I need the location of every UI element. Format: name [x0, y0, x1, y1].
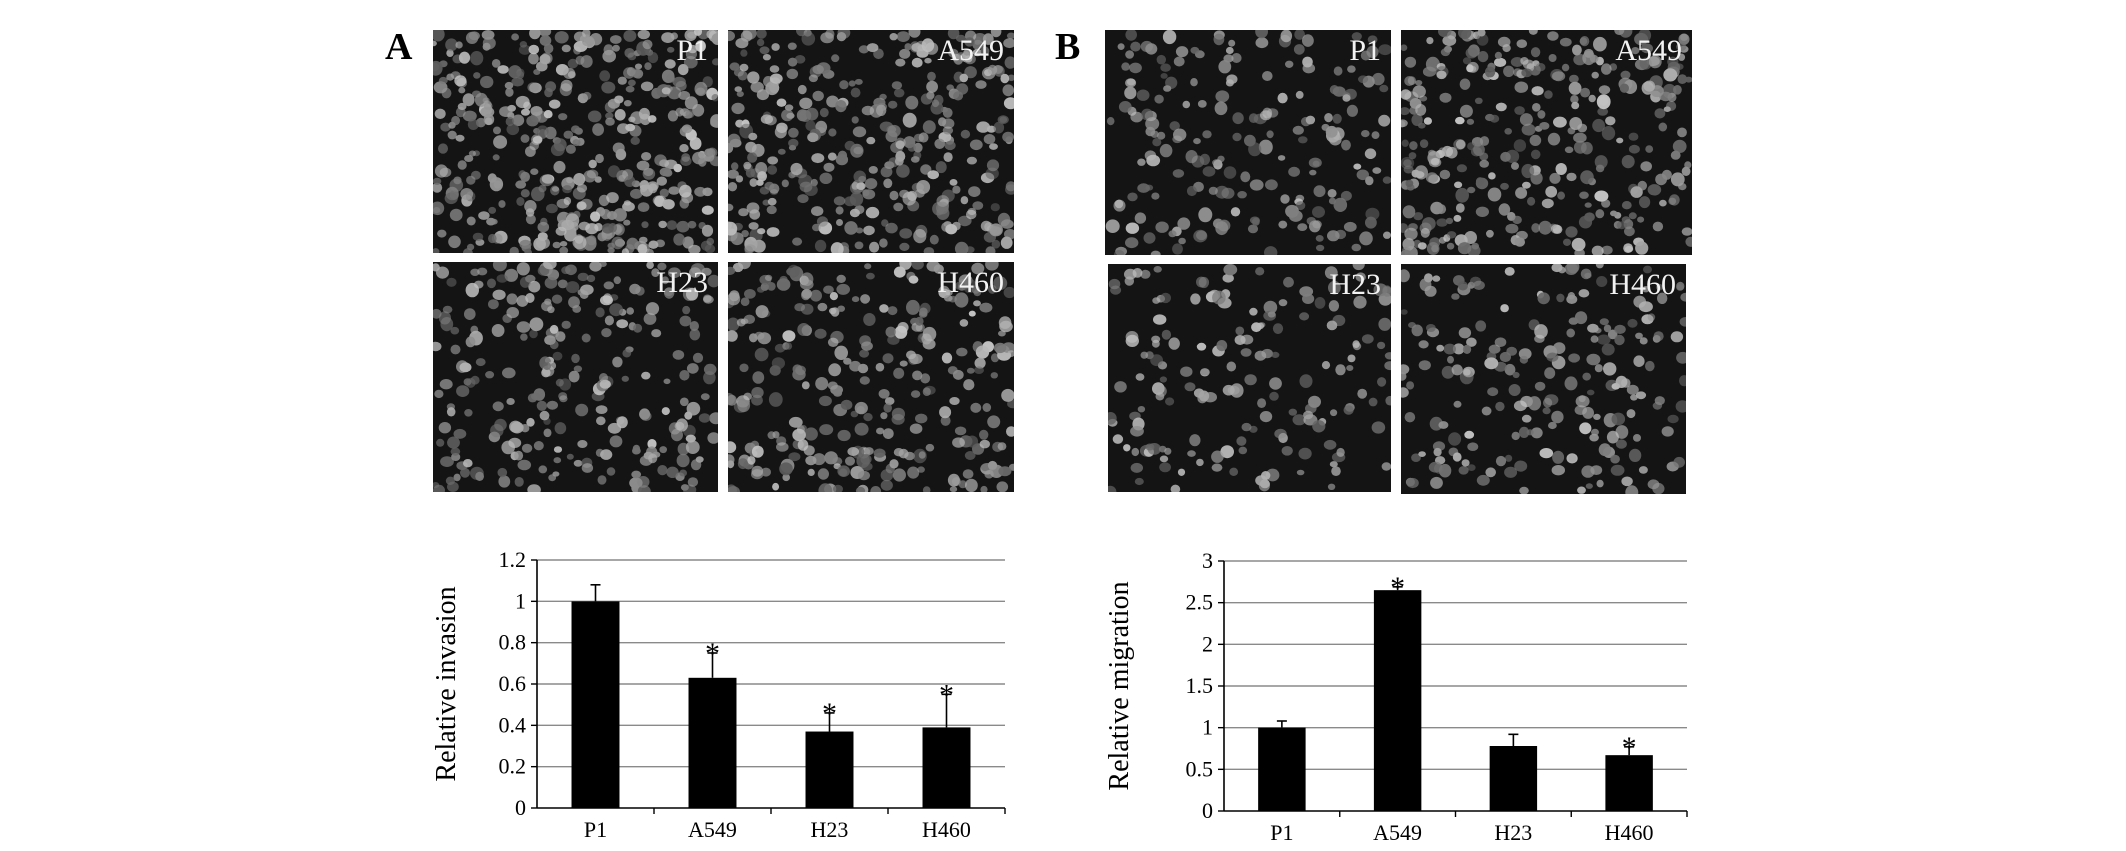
- micrograph-texture: [433, 30, 718, 253]
- bar-p1: [1258, 727, 1306, 811]
- micrograph-b-a549: A549: [1401, 30, 1692, 255]
- y-tick-label: 0.6: [499, 671, 527, 696]
- y-tick-label: 1: [1202, 715, 1213, 740]
- micrograph-label: H460: [937, 266, 1004, 299]
- y-tick-label: 0: [1202, 798, 1213, 823]
- micrograph-texture: [1401, 30, 1692, 255]
- bar-p1: [571, 601, 620, 808]
- x-tick-label: H460: [922, 817, 971, 842]
- micrograph-label: H460: [1609, 268, 1676, 301]
- panel-letter-b: B: [1055, 26, 1081, 68]
- micrograph-label: P1: [1349, 34, 1381, 67]
- micrograph-a-p1: P1: [433, 30, 718, 253]
- y-axis-title: Relative invasion: [431, 586, 462, 781]
- significance-marker: *: [705, 637, 720, 670]
- micrograph-a-a549: A549: [728, 30, 1014, 253]
- significance-marker: *: [1390, 571, 1405, 604]
- y-tick-label: 2: [1202, 631, 1213, 656]
- micrograph-label: A549: [1615, 34, 1682, 67]
- micrograph-a-h460: H460: [728, 262, 1014, 492]
- y-tick-label: 1.2: [499, 547, 527, 572]
- y-axis-title: Relative migration: [1104, 581, 1135, 790]
- bar-h460: [922, 727, 971, 808]
- micrograph-label: H23: [1329, 268, 1381, 301]
- micrograph-texture: [728, 30, 1014, 253]
- micrograph-label: H23: [656, 266, 708, 299]
- bar-h23: [805, 731, 854, 808]
- y-tick-label: 1.5: [1186, 673, 1214, 698]
- x-tick-label: P1: [1270, 820, 1293, 845]
- significance-marker: *: [822, 697, 837, 730]
- bar-a549: [1373, 590, 1422, 811]
- x-tick-label: A549: [688, 817, 737, 842]
- y-tick-label: 1: [515, 588, 526, 613]
- bar-h460: [1605, 755, 1653, 811]
- significance-marker: *: [1622, 731, 1637, 764]
- micrograph-b-p1: P1: [1105, 30, 1391, 255]
- micrograph-label: P1: [676, 34, 708, 67]
- micrograph-texture: [1108, 264, 1391, 492]
- x-tick-label: H23: [811, 817, 849, 842]
- micrograph-b-h23: H23: [1108, 264, 1391, 492]
- x-tick-label: H460: [1605, 820, 1654, 845]
- micrograph-a-h23: H23: [433, 262, 718, 492]
- significance-marker: *: [939, 678, 954, 711]
- x-tick-label: H23: [1494, 820, 1532, 845]
- y-tick-label: 3: [1202, 548, 1213, 573]
- y-tick-label: 0.2: [499, 754, 527, 779]
- micrograph-b-h460: H460: [1401, 264, 1686, 494]
- micrograph-label: A549: [937, 34, 1004, 67]
- x-tick-label: P1: [584, 817, 607, 842]
- y-tick-label: 0.4: [499, 712, 527, 737]
- bar-h23: [1489, 746, 1538, 811]
- micrograph-texture: [728, 262, 1014, 492]
- panel-letter-a: A: [385, 26, 413, 68]
- bar-a549: [688, 677, 737, 808]
- micrograph-texture: [1105, 30, 1391, 255]
- x-tick-label: A549: [1373, 820, 1422, 845]
- y-tick-label: 0.5: [1186, 756, 1214, 781]
- invasion-bar-chart: 0 0.2 0.4 0.6 0.8 1 1.2 Relative invasion P1 * A54…: [431, 547, 1006, 842]
- y-tick-label: 0.8: [499, 630, 527, 655]
- micrograph-texture: [1401, 264, 1686, 494]
- micrograph-texture: [433, 262, 718, 492]
- migration-bar-chart: 0 0.5 1 1.5 2 2.5 3 Relative migration P1 * A549 H2…: [1104, 548, 1688, 845]
- y-tick-label: 0: [515, 795, 526, 820]
- y-tick-label: 2.5: [1186, 590, 1214, 615]
